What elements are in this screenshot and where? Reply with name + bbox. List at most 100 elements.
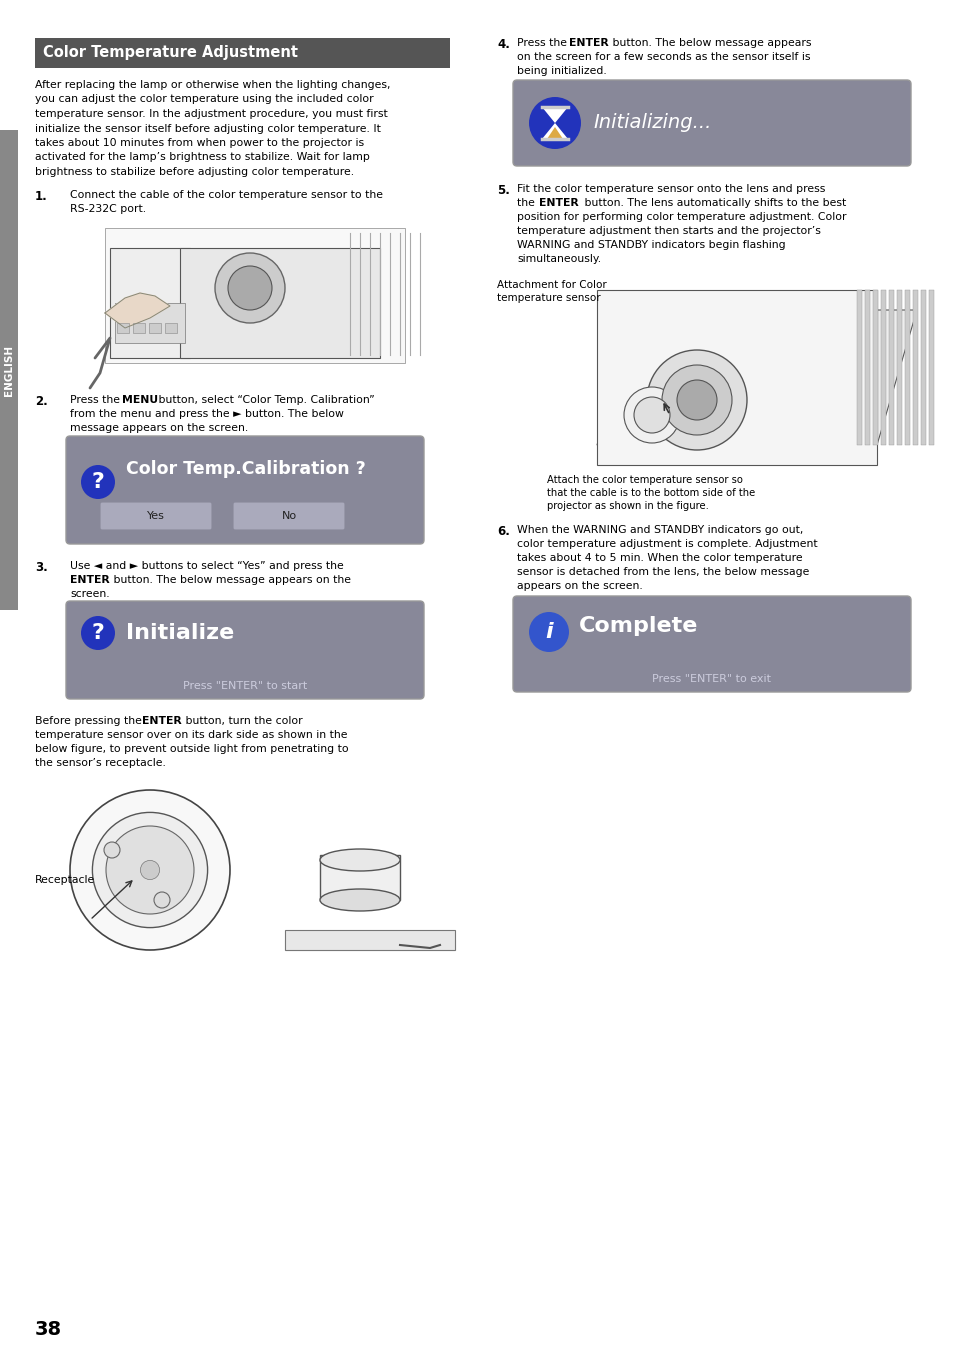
- Bar: [896, 290, 901, 444]
- Text: Before pressing the: Before pressing the: [35, 716, 145, 725]
- Bar: [132, 323, 145, 332]
- FancyBboxPatch shape: [513, 80, 910, 166]
- Text: color temperature adjustment is complete. Adjustment: color temperature adjustment is complete…: [517, 539, 817, 549]
- Text: initialize the sensor itself before adjusting color temperature. It: initialize the sensor itself before adju…: [35, 123, 380, 134]
- Text: Connect the cable of the color temperature sensor to the: Connect the cable of the color temperatu…: [70, 190, 382, 200]
- Bar: [165, 323, 177, 332]
- Bar: [904, 290, 909, 444]
- Circle shape: [228, 266, 272, 309]
- Bar: [888, 290, 893, 444]
- Text: takes about 4 to 5 min. When the color temperature: takes about 4 to 5 min. When the color t…: [517, 553, 801, 563]
- Circle shape: [646, 350, 746, 450]
- Circle shape: [677, 380, 717, 420]
- Polygon shape: [285, 940, 455, 950]
- Text: temperature sensor. In the adjustment procedure, you must first: temperature sensor. In the adjustment pr…: [35, 109, 387, 119]
- Text: that the cable is to the bottom side of the: that the cable is to the bottom side of …: [546, 488, 755, 499]
- Text: Use ◄ and ► buttons to select “Yes” and press the: Use ◄ and ► buttons to select “Yes” and …: [70, 561, 343, 571]
- Bar: [149, 323, 161, 332]
- Text: Receptacle: Receptacle: [35, 875, 95, 885]
- Text: 38: 38: [35, 1320, 62, 1339]
- Text: MENU: MENU: [122, 394, 158, 405]
- Text: Color Temp.Calibration ?: Color Temp.Calibration ?: [126, 459, 365, 478]
- Text: 5.: 5.: [497, 184, 509, 197]
- Text: button, turn the color: button, turn the color: [182, 716, 302, 725]
- FancyBboxPatch shape: [66, 601, 423, 698]
- Text: appears on the screen.: appears on the screen.: [517, 581, 642, 590]
- Bar: [856, 290, 862, 444]
- Text: takes about 10 minutes from when power to the projector is: takes about 10 minutes from when power t…: [35, 138, 364, 149]
- Bar: [115, 303, 185, 343]
- Text: brightness to stabilize before adjusting color temperature.: brightness to stabilize before adjusting…: [35, 168, 354, 177]
- Text: 6.: 6.: [497, 526, 509, 538]
- Circle shape: [106, 825, 193, 915]
- Circle shape: [214, 253, 285, 323]
- Text: WARNING and STANDBY indicators begin flashing: WARNING and STANDBY indicators begin fla…: [517, 240, 785, 250]
- Text: RS-232C port.: RS-232C port.: [70, 204, 146, 213]
- Circle shape: [623, 386, 679, 443]
- Text: Attach the color temperature sensor so: Attach the color temperature sensor so: [546, 476, 742, 485]
- Text: 3.: 3.: [35, 561, 48, 574]
- Text: sensor is detached from the lens, the below message: sensor is detached from the lens, the be…: [517, 567, 808, 577]
- Text: Initializing...: Initializing...: [593, 113, 711, 132]
- Text: 4.: 4.: [497, 38, 509, 51]
- Text: Press the: Press the: [517, 38, 570, 49]
- Text: ENGLISH: ENGLISH: [4, 345, 14, 396]
- Text: ENTER: ENTER: [538, 199, 578, 208]
- Circle shape: [92, 812, 208, 928]
- Polygon shape: [541, 107, 567, 123]
- Text: the: the: [517, 199, 537, 208]
- Circle shape: [140, 861, 159, 880]
- Text: ?: ?: [91, 623, 104, 643]
- Text: message appears on the screen.: message appears on the screen.: [70, 423, 248, 434]
- Text: i: i: [544, 621, 552, 642]
- Text: Color Temperature Adjustment: Color Temperature Adjustment: [43, 46, 297, 61]
- Text: simultaneously.: simultaneously.: [517, 254, 600, 263]
- Text: No: No: [281, 511, 296, 521]
- Text: After replacing the lamp or otherwise when the lighting changes,: After replacing the lamp or otherwise wh…: [35, 80, 390, 91]
- Text: 2.: 2.: [35, 394, 48, 408]
- Circle shape: [529, 612, 568, 653]
- Text: button, select “Color Temp. Calibration”: button, select “Color Temp. Calibration”: [154, 394, 375, 405]
- Circle shape: [81, 616, 115, 650]
- Circle shape: [153, 892, 170, 908]
- Polygon shape: [597, 309, 916, 444]
- Bar: [35, 38, 450, 68]
- Text: button. The below message appears: button. The below message appears: [608, 38, 811, 49]
- Text: 1.: 1.: [35, 190, 48, 203]
- Text: button. The lens automatically shifts to the best: button. The lens automatically shifts to…: [580, 199, 845, 208]
- Text: Attachment for Color: Attachment for Color: [497, 280, 606, 290]
- Circle shape: [529, 97, 580, 149]
- FancyBboxPatch shape: [233, 503, 345, 530]
- Bar: [285, 929, 455, 950]
- Bar: [912, 290, 917, 444]
- Bar: [928, 290, 933, 444]
- Bar: [117, 323, 129, 332]
- Circle shape: [70, 790, 230, 950]
- Circle shape: [104, 842, 120, 858]
- Text: Initialize: Initialize: [126, 623, 234, 643]
- Circle shape: [634, 397, 669, 434]
- Circle shape: [81, 465, 115, 499]
- Bar: [110, 249, 190, 358]
- Text: Press "ENTER" to start: Press "ENTER" to start: [183, 681, 307, 690]
- Text: button. The below message appears on the: button. The below message appears on the: [110, 576, 351, 585]
- FancyBboxPatch shape: [100, 503, 212, 530]
- Text: ENTER: ENTER: [70, 576, 110, 585]
- Bar: [880, 290, 885, 444]
- Text: ENTER: ENTER: [142, 716, 182, 725]
- Bar: [597, 290, 876, 465]
- Text: screen.: screen.: [70, 589, 110, 598]
- Text: Press "ENTER" to exit: Press "ENTER" to exit: [652, 674, 771, 684]
- Polygon shape: [546, 127, 562, 139]
- Text: on the screen for a few seconds as the sensor itself is: on the screen for a few seconds as the s…: [517, 51, 810, 62]
- Polygon shape: [105, 293, 170, 328]
- Bar: [319, 855, 399, 900]
- Text: below figure, to prevent outside light from penetrating to: below figure, to prevent outside light f…: [35, 744, 348, 754]
- Text: ENTER: ENTER: [568, 38, 608, 49]
- Bar: [872, 290, 877, 444]
- Circle shape: [661, 365, 731, 435]
- Text: from the menu and press the ► button. The below: from the menu and press the ► button. Th…: [70, 409, 343, 419]
- Text: ?: ?: [91, 471, 104, 492]
- Text: temperature sensor: temperature sensor: [497, 293, 600, 303]
- Text: Complete: Complete: [578, 616, 698, 636]
